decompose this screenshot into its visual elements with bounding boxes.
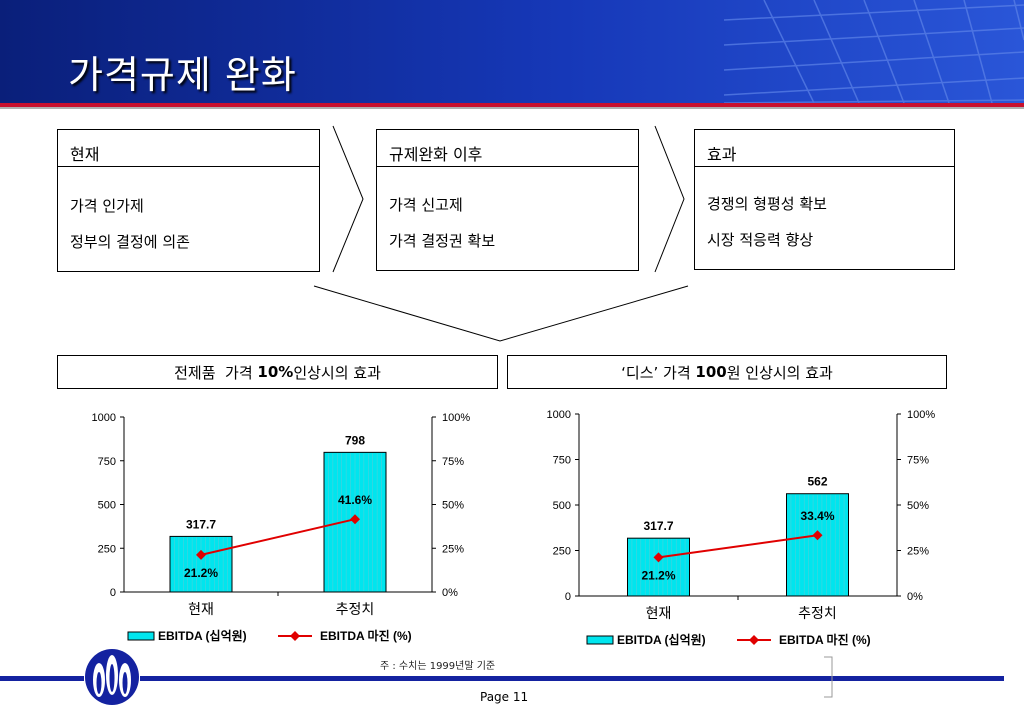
panel-title-post: 원 인상시의 효과 xyxy=(726,363,833,382)
margin-line xyxy=(200,518,356,556)
chevron-right-icon xyxy=(332,125,364,273)
x-tick-label: 추정치 xyxy=(798,605,837,621)
margin-point xyxy=(196,549,206,560)
funnel-arrow-icon xyxy=(313,285,689,342)
y2-tick-label: 100% xyxy=(907,409,935,421)
y2-tick-label: 100% xyxy=(442,412,470,424)
y2-tick-label: 50% xyxy=(442,500,464,512)
flow-box-title: 현재 xyxy=(58,130,319,167)
legend-label-bar: EBITDA (십억원) xyxy=(158,628,247,643)
chart-ebitda-dis-100: 0 250 500 750 1000 0% 25% 50% 75% 100% 현재 추정치 317.7 5… xyxy=(547,409,936,647)
panel-title-pre: 전제품 가격 xyxy=(174,363,258,382)
x-tick-label: 현재 xyxy=(646,605,672,621)
y-tick-label: 0 xyxy=(110,587,116,599)
flow-box-line: 정부의 결정에 의존 xyxy=(70,233,190,251)
panel-title-bold: 10% xyxy=(257,363,294,381)
page-title: 가격규제 완화 xyxy=(68,53,297,97)
flow-box-line: 가격 결정권 확보 xyxy=(389,232,496,250)
company-logo xyxy=(85,649,139,705)
x-tick-label: 추정치 xyxy=(336,601,375,617)
footer-bar-right xyxy=(140,676,1004,681)
legend-label-bar: EBITDA (십억원) xyxy=(617,632,706,647)
chart-ebitda-10pct: 0 250 500 750 1000 0% 25% 50% 75% 100% 현재 추정치 317.7 7… xyxy=(92,412,471,643)
y-tick-label: 1000 xyxy=(92,412,116,424)
legend-label-line: EBITDA 마진 (%) xyxy=(779,632,871,647)
y-tick-label: 500 xyxy=(98,500,116,512)
y2-tick-label: 25% xyxy=(442,543,464,555)
line-data-label: 41.6% xyxy=(338,493,372,507)
y2-tick-label: 25% xyxy=(907,546,929,558)
margin-point xyxy=(812,530,823,541)
flow-box-title: 효과 xyxy=(695,130,954,167)
y-tick-label: 750 xyxy=(553,455,571,467)
line-data-label: 33.4% xyxy=(800,509,834,523)
title-banner: 가격규제 완화 xyxy=(0,0,1024,103)
y2-tick-label: 0% xyxy=(442,587,458,599)
footer-bar-left xyxy=(0,676,84,681)
panel-title-post: 인상시의 효과 xyxy=(293,363,381,382)
header-rule-gray xyxy=(0,107,1024,109)
flow-box-effect: 효과 경쟁의 형평성 확보 시장 적응력 향상 xyxy=(694,129,955,270)
y-tick-label: 750 xyxy=(98,456,116,468)
y-tick-label: 1000 xyxy=(547,409,571,421)
legend-marker xyxy=(749,635,759,645)
bar-data-label: 317.7 xyxy=(186,517,216,531)
y2-tick-label: 75% xyxy=(442,456,464,468)
page-corner-bracket xyxy=(824,656,833,698)
header-rule-red xyxy=(0,103,1024,107)
legend-marker xyxy=(290,631,300,641)
margin-point xyxy=(653,552,664,563)
margin-line xyxy=(658,534,818,559)
line-data-label: 21.2% xyxy=(641,568,675,582)
page-number: Page 11 xyxy=(480,690,529,704)
flow-box-line: 경쟁의 형평성 확보 xyxy=(707,195,827,213)
y-tick-label: 250 xyxy=(553,546,571,558)
footnote: 주 : 수치는 1999년말 기준 xyxy=(380,661,496,672)
building-grid-decoration xyxy=(724,0,1024,103)
chart-panel-title: ‘디스’ 가격 100 원 인상시의 효과 xyxy=(507,355,947,389)
panel-title-bold: 100 xyxy=(695,363,727,381)
chart-panel-title: 전제품 가격 10% 인상시의 효과 xyxy=(57,355,498,389)
chevron-right-icon xyxy=(654,125,685,273)
margin-point xyxy=(350,514,360,525)
flow-box-line: 가격 인가제 xyxy=(70,197,144,215)
bar-data-label: 798 xyxy=(345,433,365,447)
flow-box-line: 시장 적응력 향상 xyxy=(707,231,814,249)
flow-box-after: 규제완화 이후 가격 신고제 가격 결정권 확보 xyxy=(376,129,639,271)
y2-tick-label: 75% xyxy=(907,455,929,467)
y-tick-label: 250 xyxy=(98,543,116,555)
legend-label-line: EBITDA 마진 (%) xyxy=(320,628,412,643)
bar-data-label: 317.7 xyxy=(643,519,673,533)
legend-swatch-bar xyxy=(586,635,614,645)
x-tick-label: 현재 xyxy=(188,601,214,617)
y2-tick-label: 50% xyxy=(907,500,929,512)
flow-box-current: 현재 가격 인가제 정부의 결정에 의존 xyxy=(57,129,320,272)
y2-tick-label: 0% xyxy=(907,591,923,603)
bar-data-label: 562 xyxy=(807,475,827,489)
line-data-label: 21.2% xyxy=(184,566,218,580)
flow-box-title: 규제완화 이후 xyxy=(377,130,638,167)
y-tick-label: 500 xyxy=(553,500,571,512)
y-tick-label: 0 xyxy=(565,591,571,603)
flow-box-line: 가격 신고제 xyxy=(389,196,463,214)
legend-swatch-bar xyxy=(127,631,155,641)
panel-title-pre: ‘디스’ 가격 xyxy=(621,363,696,382)
